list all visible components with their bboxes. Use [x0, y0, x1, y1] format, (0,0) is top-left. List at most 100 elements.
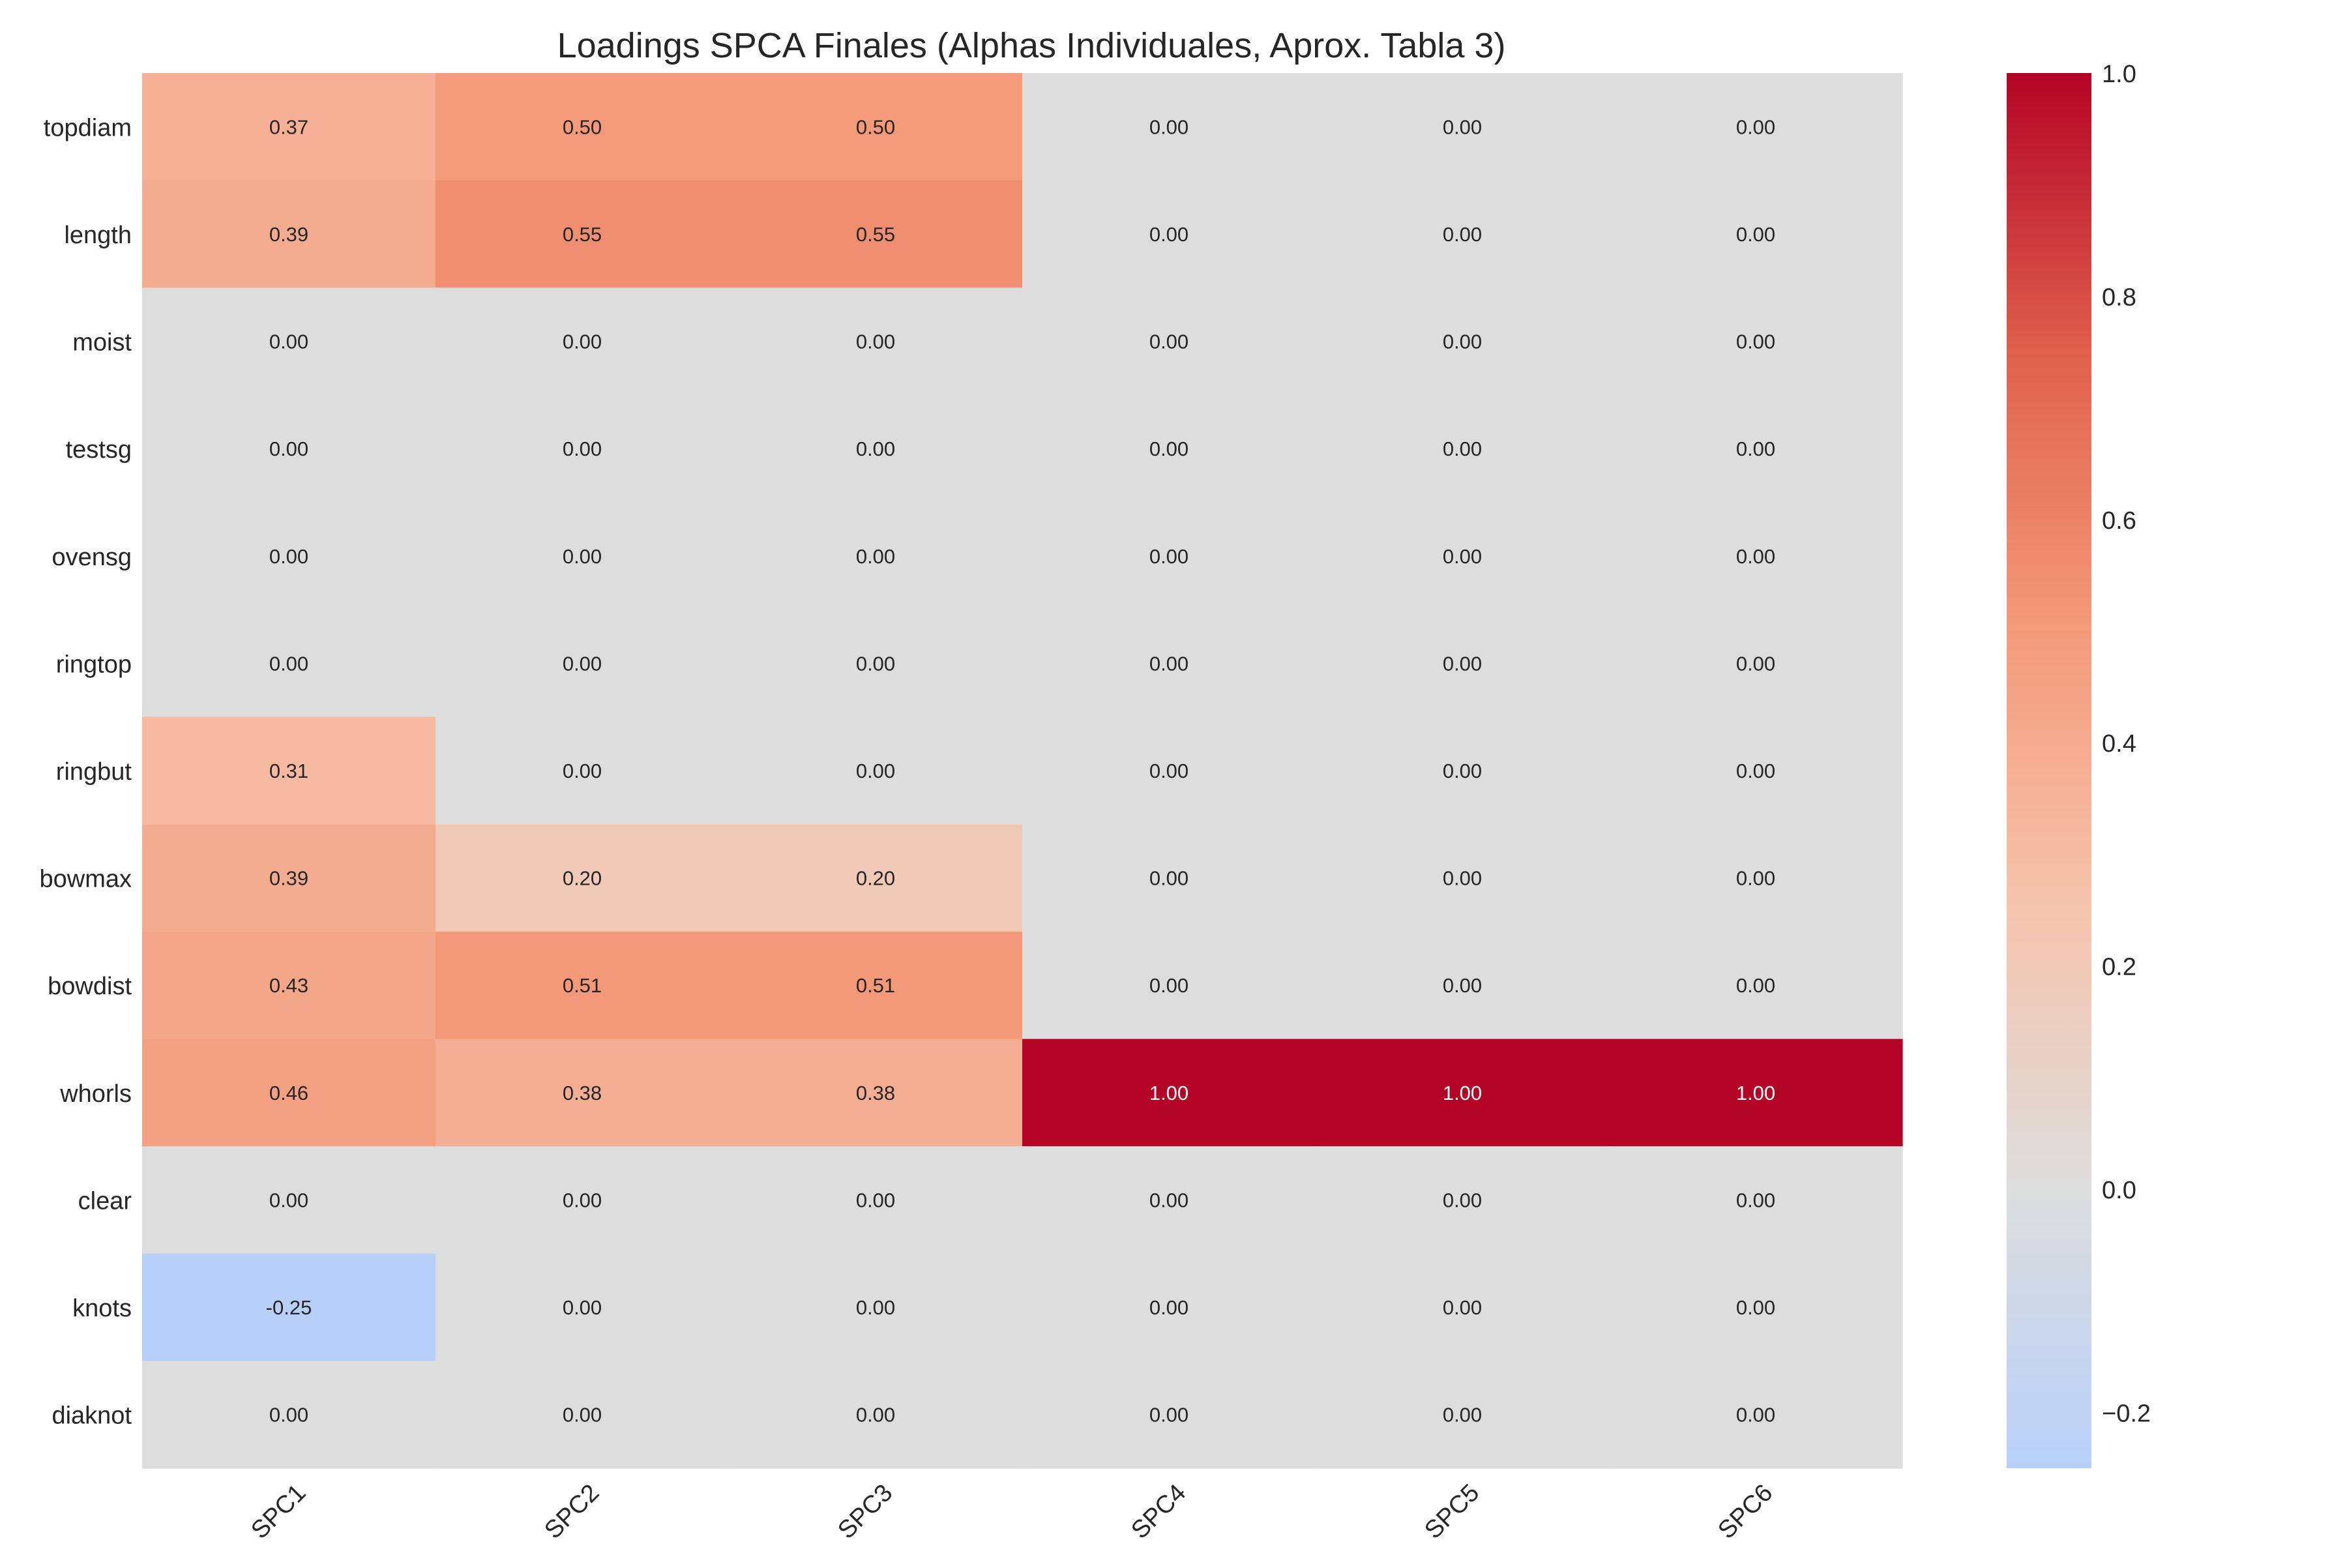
cell-value-label: 0.00: [1736, 1404, 1775, 1427]
column-label: SPC1: [246, 1479, 311, 1545]
column-label: SPC2: [539, 1479, 604, 1545]
cell-value-label: 0.00: [563, 1296, 602, 1319]
heatmap-cell: [142, 288, 436, 396]
cell-value-label: 0.39: [269, 223, 308, 246]
cell-value-label: 0.00: [1736, 223, 1775, 246]
heatmap-cell: [1609, 610, 1903, 718]
column-label: SPC4: [1126, 1479, 1191, 1545]
cell-value-label: 0.43: [269, 974, 308, 997]
cell-value-label: 0.00: [1443, 437, 1482, 460]
row-label: diaknot: [52, 1402, 132, 1430]
colorbar-gradient: [2007, 73, 2091, 1468]
cell-value-label: 0.00: [1443, 760, 1482, 782]
heatmap-cell: [1316, 1253, 1610, 1361]
heatmap-cell: [1609, 1146, 1903, 1254]
cell-value-label: 0.00: [1149, 974, 1188, 997]
heatmap-cell: [1022, 717, 1316, 825]
cell-value-label: 0.31: [269, 760, 308, 782]
column-labels: SPC1 SPC2 SPC3 SPC4 SPC5 SPC6: [246, 1479, 1778, 1545]
cell-value-label: 0.20: [856, 867, 895, 890]
row-label: testsg: [66, 436, 132, 464]
heatmap-cell: [142, 1361, 436, 1469]
cell-value-label: 0.00: [269, 545, 308, 568]
cell-value-label: 0.00: [1443, 115, 1482, 138]
cell-value-label: 0.00: [269, 652, 308, 675]
cell-value-label: 0.00: [856, 545, 895, 568]
colorbar-tick-label: 0.6: [2102, 507, 2136, 535]
cell-value-label: 0.55: [856, 223, 895, 246]
row-label: bowmax: [40, 866, 132, 893]
heatmap-cell: [1609, 180, 1903, 288]
heatmap-cell: [1022, 931, 1316, 1040]
heatmap-cell: [1022, 394, 1316, 503]
heatmap-cell: [1022, 1361, 1316, 1469]
cell-value-label: 0.00: [1736, 1296, 1775, 1319]
cell-value-label: 0.50: [563, 115, 602, 138]
row-label: ringbut: [56, 758, 132, 786]
heatmap-cell: [729, 288, 1023, 396]
row-label: topdiam: [44, 114, 132, 141]
heatmap-cell: [729, 717, 1023, 825]
heatmap-cell: [729, 1039, 1023, 1147]
heatmap-cell: [142, 1146, 436, 1254]
heatmap-cell: [1316, 931, 1610, 1040]
cell-value-label: 0.00: [1149, 1189, 1188, 1211]
colorbar-tick-label: 0.4: [2102, 730, 2136, 758]
cell-value-label: 0.00: [1443, 652, 1482, 675]
row-label: ringtop: [56, 651, 132, 678]
cell-value-label: 0.00: [269, 437, 308, 460]
cell-annotations: 0.37 0.50 0.50 0.00 0.00 0.00 0.39 0.55 0.55 0.00…: [266, 115, 1776, 1426]
cell-value-label: 0.00: [856, 760, 895, 782]
cell-value-label: 0.00: [1736, 115, 1775, 138]
cell-value-label: 0.50: [856, 115, 895, 138]
heatmap-cell: [729, 502, 1023, 610]
row-label: knots: [72, 1295, 132, 1322]
cell-value-label: 0.00: [563, 437, 602, 460]
cell-value-label: 0.00: [563, 760, 602, 782]
heatmap-cell: [435, 288, 730, 396]
cell-value-label: -0.25: [266, 1296, 312, 1319]
cell-value-label: 0.55: [563, 223, 602, 246]
cell-value-label: 0.00: [1443, 1189, 1482, 1211]
cell-value-label: 0.00: [269, 331, 308, 353]
cell-value-label: 0.38: [856, 1082, 895, 1104]
colorbar: −0.2 0.0 0.2 0.4 0.6 0.8 1.0: [2007, 61, 2151, 1468]
cell-value-label: 0.00: [1149, 223, 1188, 246]
cell-value-label: 0.00: [269, 1404, 308, 1427]
heatmap-cell: [1316, 1361, 1610, 1469]
heatmap-cell: [435, 717, 730, 825]
cell-value-label: 0.00: [1149, 652, 1188, 675]
heatmap-cell: [1022, 1253, 1316, 1361]
heatmap-cell: [1316, 1039, 1610, 1147]
cell-value-label: 0.20: [563, 867, 602, 890]
heatmap-cell: [1316, 1146, 1610, 1254]
heatmap-cell: [142, 73, 436, 181]
cell-value-label: 0.00: [1443, 974, 1482, 997]
cell-value-label: 0.00: [1443, 867, 1482, 890]
cell-value-label: 0.00: [856, 437, 895, 460]
heatmap-cell: [435, 1146, 730, 1254]
cell-value-label: 0.00: [856, 331, 895, 353]
heatmap-cell: [1609, 1361, 1903, 1469]
cell-value-label: 0.00: [1149, 867, 1188, 890]
heatmap-cell: [142, 1039, 436, 1147]
row-label: clear: [78, 1187, 132, 1215]
heatmap-cell: [1022, 1146, 1316, 1254]
heatmap-cell: [1316, 824, 1610, 932]
row-labels: topdiam length moist testsg ovensg ringtop rin…: [40, 114, 132, 1429]
heatmap-cell: [1609, 824, 1903, 932]
cell-value-label: 0.00: [1149, 437, 1188, 460]
heatmap-cell: [435, 931, 730, 1040]
cell-value-label: 0.00: [1443, 545, 1482, 568]
cell-value-label: 1.00: [1443, 1082, 1482, 1104]
heatmap-cell: [729, 931, 1023, 1040]
row-label: bowdist: [48, 973, 132, 1000]
row-label: whorls: [59, 1080, 132, 1108]
cell-value-label: 0.38: [563, 1082, 602, 1104]
cell-value-label: 0.00: [1149, 760, 1188, 782]
heatmap-cell: [142, 717, 436, 825]
heatmap-cell: [729, 1253, 1023, 1361]
heatmap-cell: [1022, 73, 1316, 181]
heatmap-cell: [142, 824, 436, 932]
